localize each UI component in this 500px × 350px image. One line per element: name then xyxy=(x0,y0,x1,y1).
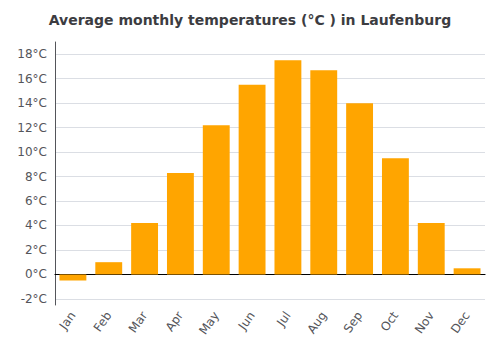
svg-text:Jan: Jan xyxy=(56,309,79,333)
svg-text:16°C: 16°C xyxy=(17,72,47,86)
svg-text:Aug: Aug xyxy=(305,309,330,336)
svg-text:Average monthly temperatures (: Average monthly temperatures (°C ) in La… xyxy=(49,12,452,28)
svg-text:Sep: Sep xyxy=(341,309,365,336)
svg-text:Apr: Apr xyxy=(163,309,186,334)
svg-text:2°C: 2°C xyxy=(25,243,47,257)
svg-text:Dec: Dec xyxy=(448,309,473,336)
svg-text:6°C: 6°C xyxy=(25,194,47,208)
svg-text:Jun: Jun xyxy=(235,309,258,333)
svg-text:Feb: Feb xyxy=(91,309,115,334)
svg-text:Nov: Nov xyxy=(412,309,437,336)
svg-text:18°C: 18°C xyxy=(17,47,47,61)
svg-text:8°C: 8°C xyxy=(25,170,47,184)
svg-text:-2°C: -2°C xyxy=(21,292,47,306)
svg-text:May: May xyxy=(196,309,222,337)
svg-text:12°C: 12°C xyxy=(17,121,47,135)
svg-text:Jul: Jul xyxy=(273,309,293,330)
svg-text:0°C: 0°C xyxy=(25,267,47,281)
svg-text:Oct: Oct xyxy=(378,309,402,334)
svg-text:Mar: Mar xyxy=(126,309,150,336)
svg-text:10°C: 10°C xyxy=(17,145,47,159)
svg-text:4°C: 4°C xyxy=(25,218,47,232)
svg-text:14°C: 14°C xyxy=(17,96,47,110)
